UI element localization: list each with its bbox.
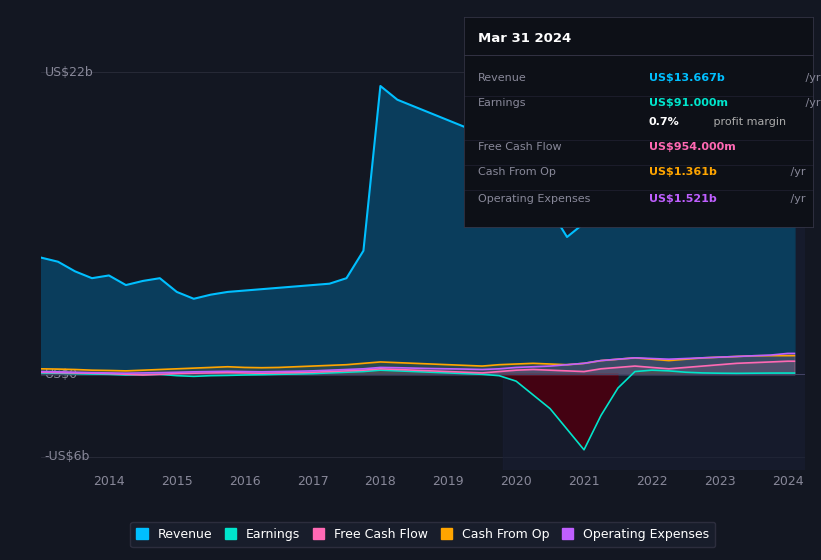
Text: Free Cash Flow: Free Cash Flow — [478, 142, 562, 152]
Text: /yr: /yr — [802, 73, 821, 83]
Text: Revenue: Revenue — [478, 73, 526, 83]
Text: /yr: /yr — [802, 98, 821, 108]
Text: US$13.667b: US$13.667b — [649, 73, 725, 83]
Text: US$1.521b: US$1.521b — [649, 194, 717, 204]
Text: -US$6b: -US$6b — [45, 450, 90, 463]
Text: US$954.000m: US$954.000m — [649, 142, 736, 152]
Text: /yr: /yr — [787, 167, 805, 177]
Text: US$91.000m: US$91.000m — [649, 98, 727, 108]
Text: US$22b: US$22b — [45, 66, 94, 79]
Text: /yr: /yr — [787, 194, 805, 204]
Text: /yr: /yr — [818, 142, 821, 152]
Bar — [502, 45, 805, 470]
Legend: Revenue, Earnings, Free Cash Flow, Cash From Op, Operating Expenses: Revenue, Earnings, Free Cash Flow, Cash … — [131, 522, 715, 547]
Text: Cash From Op: Cash From Op — [478, 167, 556, 177]
Text: US$1.361b: US$1.361b — [649, 167, 717, 177]
Text: Earnings: Earnings — [478, 98, 526, 108]
Text: Mar 31 2024: Mar 31 2024 — [478, 31, 571, 44]
Text: profit margin: profit margin — [710, 117, 787, 127]
Text: US$0: US$0 — [45, 368, 78, 381]
Text: Operating Expenses: Operating Expenses — [478, 194, 590, 204]
Text: 0.7%: 0.7% — [649, 117, 680, 127]
